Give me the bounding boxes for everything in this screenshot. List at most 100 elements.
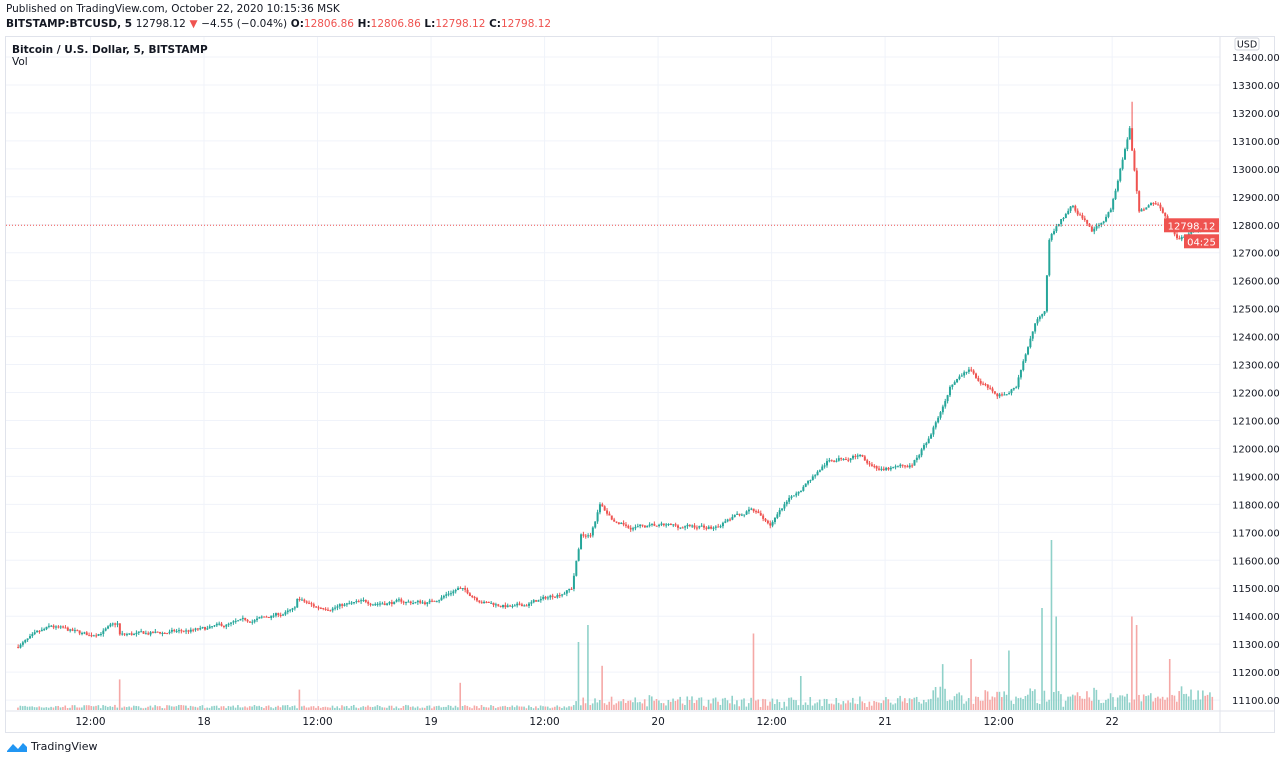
volume-bar xyxy=(114,704,116,710)
volume-bar xyxy=(194,706,197,710)
volume-bar xyxy=(1053,692,1055,710)
candle-body xyxy=(542,596,545,599)
candle-body xyxy=(341,604,344,606)
volume-bar xyxy=(43,707,45,710)
candle-body xyxy=(972,370,975,374)
volume-bar xyxy=(154,705,156,710)
candle-body xyxy=(833,460,836,462)
volume-bar xyxy=(972,703,975,710)
candle-body xyxy=(317,607,320,609)
volume-bar xyxy=(151,707,154,710)
chart-frame xyxy=(5,36,1275,733)
volume-bar xyxy=(350,705,353,710)
currency-button xyxy=(1234,37,1260,51)
l-label: L: xyxy=(424,18,436,30)
volume-bar xyxy=(575,701,577,710)
candle-body xyxy=(724,521,727,523)
candle-body xyxy=(59,626,62,628)
volume-bar xyxy=(336,706,339,710)
tradingview-logo[interactable]: TradingView xyxy=(6,740,97,753)
volume-bar xyxy=(636,702,639,710)
volume-bar xyxy=(1126,693,1128,710)
candle-body xyxy=(956,379,959,383)
volume-bar xyxy=(738,706,741,710)
candle-body xyxy=(111,623,114,625)
candle-body xyxy=(759,513,762,516)
candle-body xyxy=(908,465,911,468)
volume-bar xyxy=(57,705,59,710)
candle-body xyxy=(192,629,195,631)
candle-body xyxy=(856,455,859,457)
candle-body xyxy=(863,456,866,461)
candle-body xyxy=(922,445,925,450)
volume-bar xyxy=(582,697,584,710)
candle-body xyxy=(270,615,273,618)
candle-body xyxy=(797,491,800,494)
volume-bar xyxy=(622,699,625,710)
volume-bar xyxy=(1192,699,1195,710)
volume-bar xyxy=(1135,625,1138,710)
volume-bar xyxy=(177,704,180,710)
volume-bar xyxy=(1083,698,1086,710)
volume-bar xyxy=(714,697,717,710)
volume-bar xyxy=(608,701,611,710)
y-tick-label: 12900.00 xyxy=(1232,193,1280,204)
volume-bar xyxy=(953,696,956,710)
volume-bar xyxy=(284,705,287,710)
volume-bar xyxy=(449,705,452,710)
volume-bar xyxy=(159,706,161,710)
volume-bar xyxy=(59,707,62,710)
candle-body xyxy=(504,605,507,608)
volume-bar xyxy=(518,706,521,710)
volume-bar xyxy=(785,706,788,710)
candle-body xyxy=(677,525,679,528)
candle-body xyxy=(1164,212,1167,217)
volume-bar xyxy=(1048,699,1050,710)
volume-bar xyxy=(1211,696,1214,710)
volume-bar xyxy=(24,705,26,710)
candle-body xyxy=(211,626,214,628)
candle-body xyxy=(225,624,228,627)
candle-body xyxy=(452,591,455,594)
volume-bar xyxy=(367,705,369,710)
candle-body xyxy=(998,394,1001,397)
y-tick-label: 11600.00 xyxy=(1232,556,1280,567)
x-tick-label: 12:00 xyxy=(984,716,1014,728)
candle-body xyxy=(350,602,353,604)
open-value: 12806.86 xyxy=(303,18,354,30)
volume-bar xyxy=(804,702,807,710)
candle-body xyxy=(263,616,266,618)
volume-bar xyxy=(1133,699,1136,710)
volume-bar xyxy=(530,706,532,710)
volume-bar xyxy=(125,707,128,710)
volume-bar xyxy=(991,696,994,710)
volume-bar xyxy=(717,701,719,710)
volume-bar xyxy=(1121,695,1124,710)
volume-bar xyxy=(818,699,821,710)
volume-bar xyxy=(343,706,346,710)
volume-bar xyxy=(471,708,473,710)
candle-body xyxy=(993,391,996,394)
volume-bar xyxy=(755,700,757,710)
volume-bar xyxy=(1076,692,1079,710)
volume-bar xyxy=(925,702,927,710)
volume-bar xyxy=(1027,694,1029,710)
volume-bar xyxy=(1074,695,1076,710)
candle-body xyxy=(828,460,831,462)
candle-body xyxy=(265,616,268,618)
volume-bar xyxy=(866,706,868,710)
candle-body xyxy=(710,526,713,529)
volume-bar xyxy=(97,705,100,710)
y-tick-label: 12300.00 xyxy=(1232,361,1280,372)
volume-bar xyxy=(241,707,244,710)
candle-body xyxy=(1034,323,1037,332)
last-price: 12798.12 xyxy=(135,18,186,30)
volume-bar xyxy=(724,697,726,710)
candle-body xyxy=(38,630,41,632)
volume-bar xyxy=(260,706,263,710)
candle-body xyxy=(937,417,940,423)
candle-body xyxy=(40,629,43,632)
volume-bar xyxy=(873,700,875,710)
volume-bar xyxy=(665,705,667,710)
